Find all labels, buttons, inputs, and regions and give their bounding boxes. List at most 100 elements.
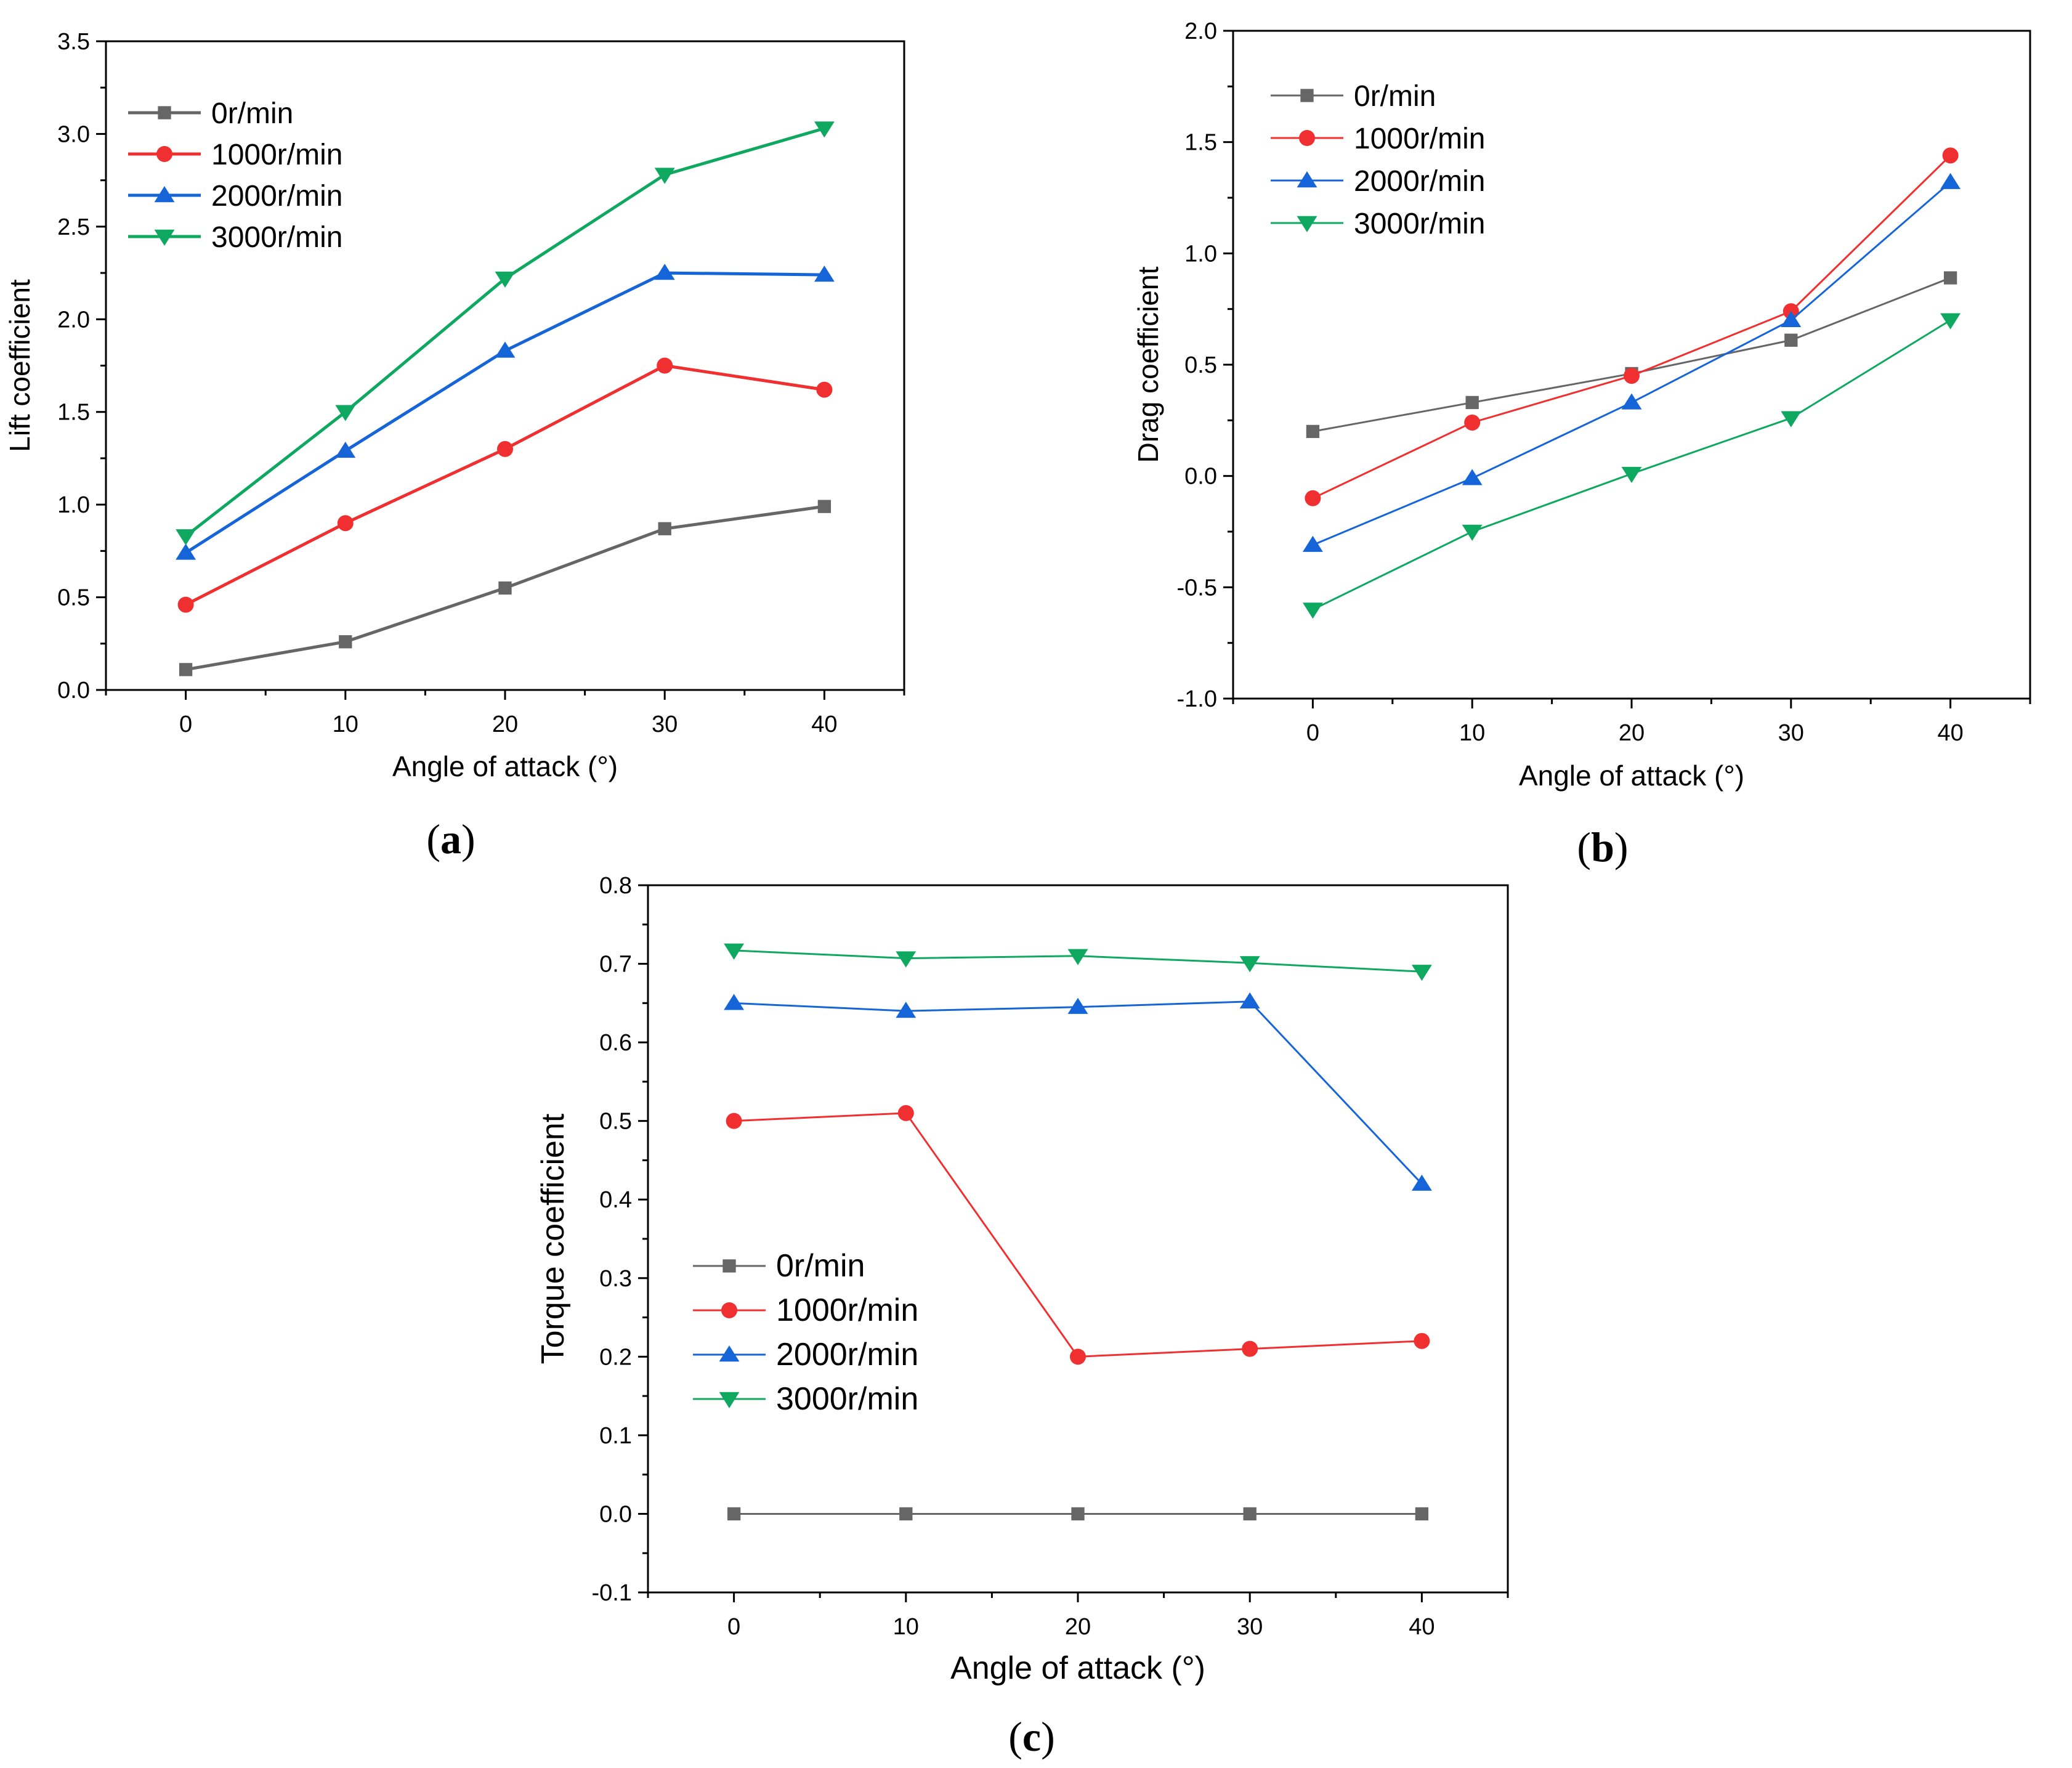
series-1000r/min bbox=[177, 357, 833, 613]
y-tick-label: 2.5 bbox=[57, 214, 90, 240]
data-point bbox=[1239, 992, 1260, 1008]
y-axis-label: Drag coefficient bbox=[1132, 266, 1164, 463]
series-2000r/min bbox=[176, 264, 835, 560]
legend-label: 3000r/min bbox=[776, 1381, 918, 1417]
legend-label: 3000r/min bbox=[211, 221, 342, 254]
y-tick-label: 0.0 bbox=[1184, 464, 1217, 490]
data-point bbox=[179, 663, 193, 676]
series-0r/min bbox=[727, 1507, 1429, 1521]
legend-label: 0r/min bbox=[211, 97, 293, 130]
data-point bbox=[1464, 414, 1481, 431]
data-point bbox=[1067, 949, 1088, 965]
series-3000r/min bbox=[1302, 313, 1961, 619]
data-point bbox=[899, 1507, 913, 1521]
y-tick-label: -1.0 bbox=[1177, 686, 1217, 712]
x-tick-label: 40 bbox=[811, 712, 837, 737]
y-tick-label: 0.0 bbox=[599, 1501, 632, 1527]
data-point bbox=[896, 1002, 917, 1018]
y-axis-label: Torque coefficient bbox=[535, 1113, 571, 1364]
y-tick-label: 0.5 bbox=[599, 1109, 632, 1135]
data-point bbox=[1071, 1507, 1085, 1521]
data-point bbox=[814, 266, 835, 282]
x-tick-label: 30 bbox=[652, 712, 678, 737]
y-tick-label: 0.4 bbox=[599, 1187, 632, 1213]
legend-label: 0r/min bbox=[776, 1248, 865, 1284]
y-tick-label: 0.6 bbox=[599, 1030, 632, 1056]
data-point bbox=[335, 441, 356, 458]
data-point bbox=[495, 271, 516, 288]
x-tick-label: 20 bbox=[492, 712, 518, 737]
x-axis-label: Angle of attack (°) bbox=[950, 1650, 1205, 1686]
series-1000r/min bbox=[726, 1105, 1430, 1365]
data-point bbox=[654, 264, 675, 280]
data-point bbox=[727, 1507, 741, 1521]
chart-panel-c: 0 10 20 30 40 -0.1 0.0 0.1 0.2 0.3 0.4 0.5 0.6 0.7 0.8… bbox=[535, 873, 1509, 1760]
y-tick-label: 0.5 bbox=[57, 585, 90, 611]
panel-letter: (a) bbox=[426, 816, 475, 862]
data-point bbox=[1302, 535, 1323, 552]
data-point bbox=[654, 168, 675, 184]
y-tick-label: 3.5 bbox=[57, 29, 90, 55]
series-3000r/min bbox=[724, 943, 1432, 981]
series-line bbox=[1312, 319, 1951, 610]
panel-letter: (c) bbox=[1008, 1713, 1055, 1760]
data-point bbox=[657, 357, 673, 374]
data-point bbox=[1784, 333, 1798, 347]
y-tick-label: 0.0 bbox=[57, 678, 90, 704]
y-tick-label: -0.5 bbox=[1177, 575, 1217, 601]
legend-label: 0r/min bbox=[1354, 80, 1436, 113]
series-line bbox=[185, 363, 825, 606]
x-tick-label: 40 bbox=[1409, 1614, 1435, 1640]
data-point bbox=[1621, 393, 1642, 410]
data-point bbox=[1070, 1348, 1086, 1365]
data-point bbox=[1414, 1332, 1430, 1349]
data-point bbox=[497, 440, 513, 457]
data-point bbox=[1067, 997, 1088, 1014]
series-line bbox=[185, 271, 825, 554]
x-tick-label: 20 bbox=[1619, 720, 1645, 746]
data-point bbox=[1411, 965, 1432, 981]
data-point bbox=[726, 1113, 742, 1129]
data-point bbox=[1940, 172, 1961, 189]
y-tick-label: 0.8 bbox=[599, 873, 632, 899]
y-tick-label: 0.7 bbox=[599, 952, 632, 978]
x-tick-label: 0 bbox=[179, 712, 192, 737]
plot-frame bbox=[647, 884, 1509, 1594]
data-point bbox=[816, 381, 833, 398]
data-point bbox=[337, 515, 354, 532]
data-point bbox=[1940, 313, 1961, 330]
data-point bbox=[335, 405, 356, 421]
legend: 0r/min 1000r/min 2000r/min 3000r/min bbox=[1271, 80, 1485, 240]
data-point bbox=[817, 500, 832, 513]
legend-marker bbox=[154, 186, 175, 203]
chart-panel-a: 0 10 20 30 40 0.0 0.5 1.0 1.5 2.0 2.5 3.0 3.5 Angle o… bbox=[4, 29, 905, 862]
legend-marker bbox=[154, 229, 175, 246]
series-2000r/min bbox=[1302, 172, 1961, 552]
data-point bbox=[339, 635, 352, 649]
y-tick-label: 0.3 bbox=[599, 1266, 632, 1292]
x-axis-label: Angle of attack (°) bbox=[392, 750, 618, 782]
y-tick-label: 0.5 bbox=[1184, 352, 1217, 378]
data-point bbox=[724, 994, 745, 1010]
x-tick-label: 10 bbox=[333, 712, 358, 737]
data-point bbox=[724, 943, 745, 960]
data-point bbox=[176, 529, 196, 546]
series-0r/min bbox=[1306, 271, 1957, 439]
data-point bbox=[897, 1105, 914, 1121]
legend-label: 1000r/min bbox=[1354, 123, 1485, 155]
legend-marker bbox=[1297, 216, 1317, 232]
y-tick-label: 1.5 bbox=[1184, 130, 1217, 156]
legend-label: 2000r/min bbox=[776, 1337, 918, 1373]
data-point bbox=[1415, 1507, 1429, 1521]
data-point bbox=[1243, 1507, 1257, 1521]
plot-frame bbox=[1232, 30, 2031, 700]
series-1000r/min bbox=[1305, 147, 1959, 506]
data-point bbox=[176, 543, 196, 560]
data-point bbox=[1462, 469, 1483, 485]
y-tick-label: 1.0 bbox=[1184, 241, 1217, 267]
legend-label: 1000r/min bbox=[776, 1292, 918, 1328]
legend-marker bbox=[1300, 89, 1314, 102]
legend-marker bbox=[719, 1392, 740, 1408]
data-point bbox=[1781, 310, 1802, 327]
data-point bbox=[1302, 602, 1323, 619]
